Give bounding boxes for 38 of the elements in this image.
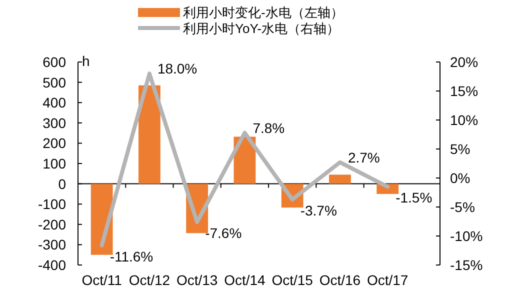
x-tick-label: Oct/12 [128,272,170,288]
y-tick-label: 200 [42,135,66,152]
y-tick-label: -200 [38,216,66,232]
y2-tick-label: 5% [450,141,470,157]
y2-tick-label: 10% [450,112,478,128]
data-label: -1.5% [396,190,432,206]
y2-tick-label: 20% [450,54,478,70]
y2-tick-label: -5% [450,199,475,215]
x-tick-label: Oct/15 [272,272,314,288]
y-axis-title: h [82,53,90,69]
y2-tick-label: -10% [450,228,483,244]
x-tick-label: Oct/13 [176,272,218,288]
data-label: -3.7% [300,202,337,218]
bar [329,174,351,184]
y2-tick-label: -15% [450,257,483,273]
y-tick-label: 500 [42,74,66,90]
legend-label: 利用小时变化-水电（左轴） [183,5,344,20]
y2-tick-label: 0% [450,170,470,186]
y-tick-label: 600 [42,54,66,70]
data-label: -11.6% [110,248,154,264]
bar [138,85,160,184]
x-tick-label: Oct/11 [82,272,122,288]
y-tick-label: 0 [58,176,66,192]
y2-tick-label: 15% [450,83,478,99]
x-tick-label: Oct/16 [319,272,361,288]
data-label: 2.7% [348,149,380,166]
y-tick-label: -300 [38,236,66,253]
y-tick-label: 300 [42,114,66,131]
data-label: 18.0% [157,60,198,77]
y-tick-label: -400 [38,257,66,273]
y-tick-label: 100 [42,156,66,172]
y-tick-label: -100 [38,196,66,212]
data-label: -7.6% [205,225,242,242]
x-tick-label: Oct/17 [366,272,408,288]
data-label: 7.8% [252,120,285,136]
x-tick-label: Oct/14 [224,272,266,288]
y-tick-label: 400 [42,94,66,111]
legend-label: 利用小时YoY-水电（右轴） [183,21,340,36]
